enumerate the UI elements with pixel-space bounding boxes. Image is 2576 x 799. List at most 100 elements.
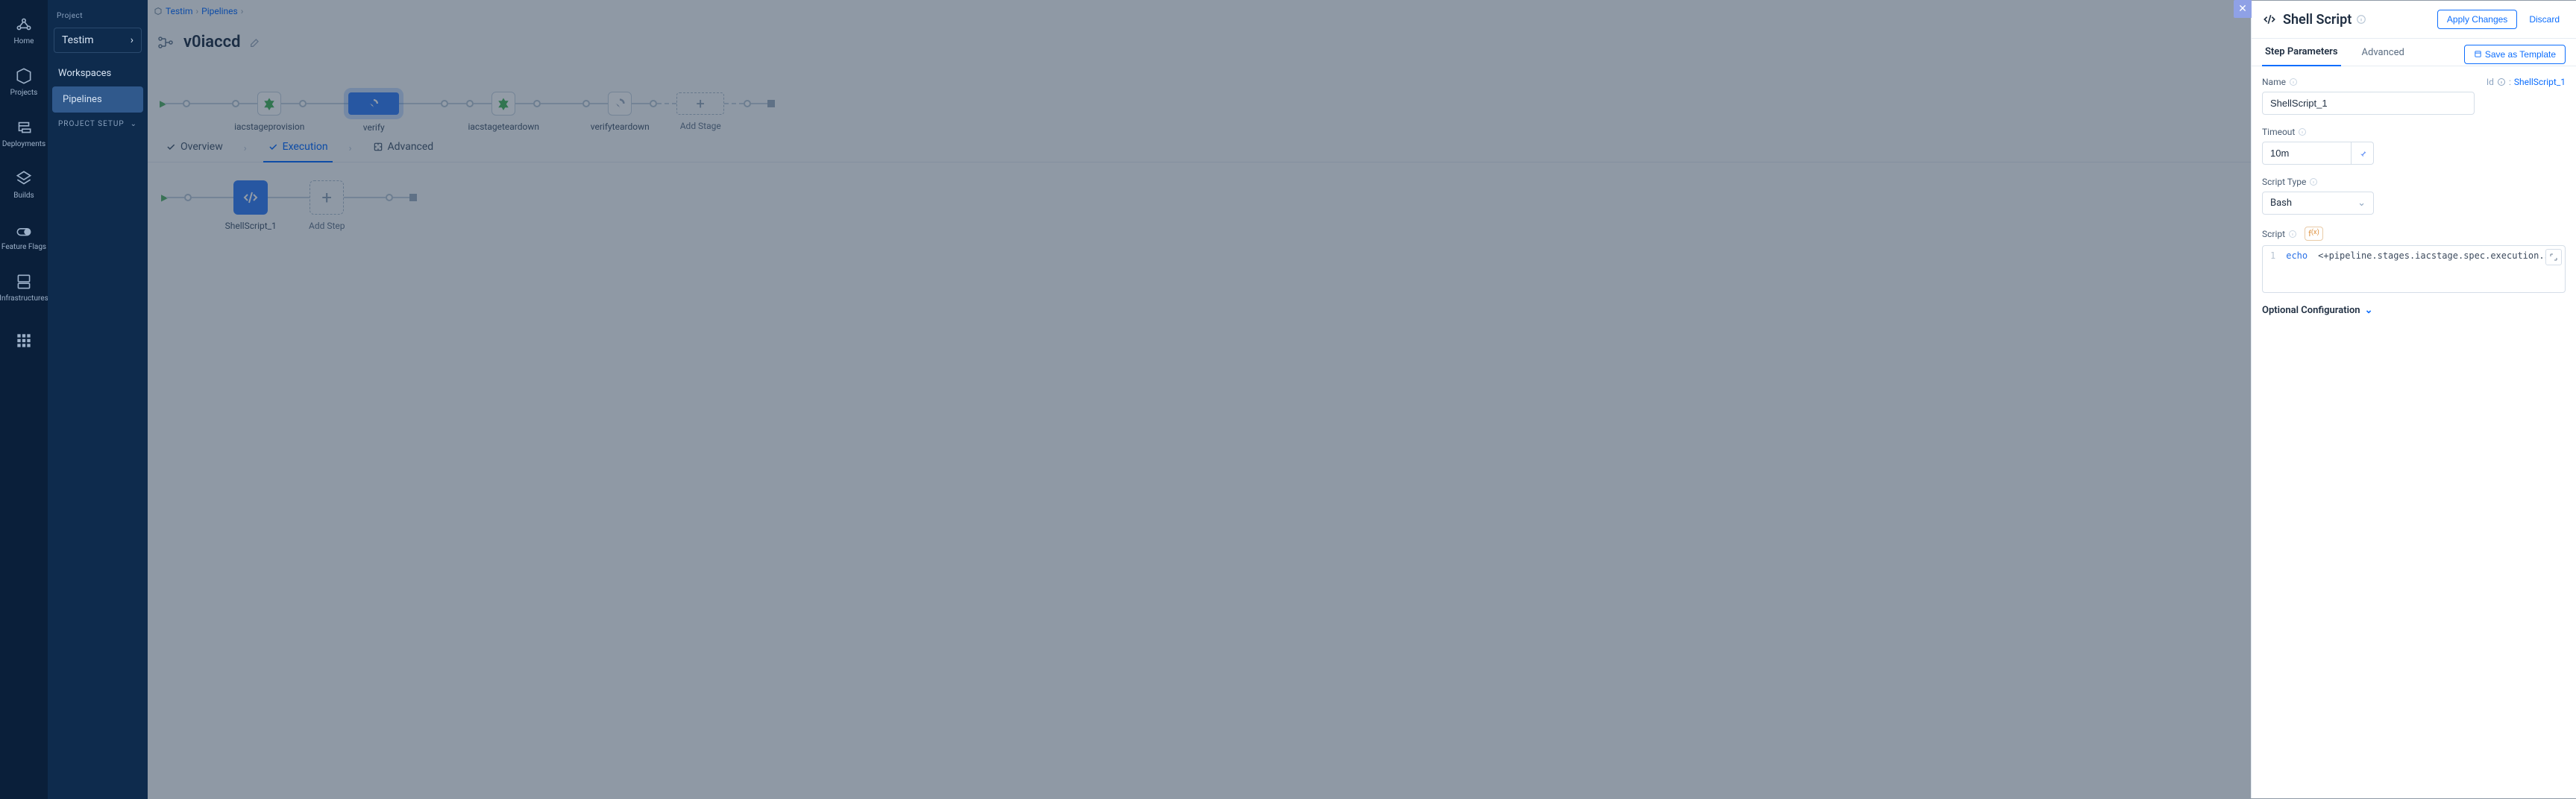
nav-infrastructures-label: Infrastructures xyxy=(0,294,48,303)
pipeline-icon xyxy=(157,34,175,51)
info-icon[interactable] xyxy=(2356,14,2366,25)
step-panel: ✕ Shell Script Apply Changes Discard Ste… xyxy=(2251,1,2576,798)
info-icon[interactable] xyxy=(2309,177,2318,186)
nav-deployments-label: Deployments xyxy=(2,140,45,148)
panel-body: Name Id : ShellScript_1 xyxy=(2252,66,2576,798)
script-text: <+pipeline.stages.iacstage.spec.executio… xyxy=(2318,250,2557,261)
add-stage-button[interactable]: + xyxy=(676,92,724,115)
info-icon[interactable] xyxy=(2298,127,2307,136)
id-display: Id : ShellScript_1 xyxy=(2487,77,2566,87)
crumb-sep: › xyxy=(241,6,244,16)
home-icon xyxy=(14,15,34,34)
stage-node[interactable] xyxy=(608,92,632,116)
chevron-down-icon: ⌄ xyxy=(131,120,137,128)
timeout-label: Timeout xyxy=(2262,127,2295,137)
infra-icon xyxy=(14,272,34,291)
crumb-sep: › xyxy=(196,6,199,16)
apply-changes-button[interactable]: Apply Changes xyxy=(2437,10,2517,29)
nav-workspaces[interactable]: Workspaces xyxy=(48,60,148,86)
expand-icon[interactable] xyxy=(2545,249,2562,265)
stage-label: iacstageprovision xyxy=(228,121,310,132)
panel-header: Shell Script Apply Changes Discard xyxy=(2252,1,2576,39)
stop-icon xyxy=(409,194,417,201)
stop-icon xyxy=(767,100,775,107)
project-nav: Project Testim › Workspaces Pipelines PR… xyxy=(48,0,148,799)
nav-pipelines[interactable]: Pipelines xyxy=(52,86,143,113)
expression-icon[interactable]: f(x) xyxy=(2305,227,2323,241)
info-icon[interactable] xyxy=(2289,78,2298,86)
optional-configuration[interactable]: Optional Configuration ⌄ xyxy=(2262,305,2566,316)
add-step-button[interactable]: + xyxy=(310,180,344,215)
pipeline-title: v0iaccd xyxy=(183,33,240,51)
info-icon[interactable] xyxy=(2288,230,2297,239)
id-value[interactable]: ShellScript_1 xyxy=(2514,77,2566,87)
check-icon xyxy=(268,142,278,152)
stage-node[interactable] xyxy=(257,92,281,116)
tab-advanced[interactable]: Advanced xyxy=(368,135,439,162)
stage-label: verify xyxy=(333,122,415,133)
project-selector[interactable]: Testim › xyxy=(54,28,142,53)
project-setup[interactable]: PROJECT SETUP ⌄ xyxy=(48,113,148,136)
project-setup-label: PROJECT SETUP xyxy=(58,120,125,128)
info-icon[interactable] xyxy=(2497,78,2506,86)
nav-builds[interactable]: Builds xyxy=(0,159,48,210)
tab-execution[interactable]: Execution xyxy=(263,135,333,162)
step-node[interactable] xyxy=(233,180,268,215)
script-editor[interactable]: 1 echo <+pipeline.stages.iacstage.spec.e… xyxy=(2262,245,2566,293)
advanced-icon xyxy=(373,142,383,152)
pin-icon[interactable] xyxy=(2352,142,2374,165)
stage-label: verifyteardown xyxy=(579,121,661,132)
crumb-pipelines[interactable]: Pipelines xyxy=(201,6,238,16)
chevron-right-icon: › xyxy=(131,34,133,46)
panel-title: Shell Script xyxy=(2283,12,2352,28)
chevron-down-icon: ⌄ xyxy=(2365,305,2373,316)
tab-overview[interactable]: Overview xyxy=(161,135,227,162)
nav-infrastructures[interactable]: Infrastructures xyxy=(0,262,48,313)
apps-icon xyxy=(14,331,34,350)
name-input[interactable] xyxy=(2262,92,2475,115)
breadcrumb: Testim › Pipelines › xyxy=(148,0,2576,22)
line-number: 1 xyxy=(2270,250,2275,261)
close-icon[interactable]: ✕ xyxy=(2234,0,2252,18)
script-type-value: Bash xyxy=(2270,198,2292,209)
tab-step-parameters[interactable]: Step Parameters xyxy=(2262,39,2341,66)
script-type-select[interactable]: Bash ⌄ xyxy=(2262,192,2374,215)
tab-overview-label: Overview xyxy=(180,141,223,153)
add-step-label: Add Step xyxy=(289,221,364,231)
org-icon xyxy=(154,7,163,16)
panel-tabs: Step Parameters Advanced Save as Templat… xyxy=(2252,39,2576,66)
name-label: Name xyxy=(2262,77,2286,87)
steps-canvas: ▶ ShellScript_1 + Add Step xyxy=(148,162,2576,233)
save-as-template-label: Save as Template xyxy=(2485,49,2556,60)
nav-home[interactable]: Home xyxy=(0,4,48,56)
optional-configuration-label: Optional Configuration xyxy=(2262,305,2360,316)
code-icon xyxy=(2262,12,2277,27)
project-selector-name: Testim xyxy=(62,34,94,46)
script-label: Script xyxy=(2262,229,2285,239)
discard-button[interactable]: Discard xyxy=(2523,10,2566,28)
script-keyword: echo xyxy=(2286,250,2308,261)
save-as-template-button[interactable]: Save as Template xyxy=(2464,45,2566,64)
chevron-down-icon: ⌄ xyxy=(2357,198,2366,209)
pipeline-titlebar: v0iaccd xyxy=(148,22,2576,62)
stage-node[interactable] xyxy=(348,92,399,115)
tab-sep: › xyxy=(244,135,247,162)
edit-icon[interactable] xyxy=(249,37,261,48)
stage-tabs: Overview › Execution › Advanced xyxy=(148,127,2576,162)
tab-panel-advanced[interactable]: Advanced xyxy=(2359,40,2407,66)
crumb-root[interactable]: Testim xyxy=(166,6,193,16)
nav-apps[interactable] xyxy=(0,320,48,364)
nav-home-label: Home xyxy=(14,37,34,45)
stage-node[interactable] xyxy=(491,92,515,116)
deployments-icon xyxy=(14,118,34,137)
tab-advanced-label: Advanced xyxy=(388,141,434,153)
nav-deployments[interactable]: Deployments xyxy=(0,107,48,159)
nav-featureflags[interactable]: Feature Flags xyxy=(0,210,48,262)
timeout-input[interactable] xyxy=(2262,142,2352,165)
script-type-label: Script Type xyxy=(2262,177,2306,187)
flag-icon xyxy=(14,221,34,240)
nav-projects[interactable]: Projects xyxy=(0,56,48,107)
builds-icon xyxy=(14,169,34,189)
tab-sep: › xyxy=(349,135,352,162)
tab-execution-label: Execution xyxy=(283,141,328,153)
